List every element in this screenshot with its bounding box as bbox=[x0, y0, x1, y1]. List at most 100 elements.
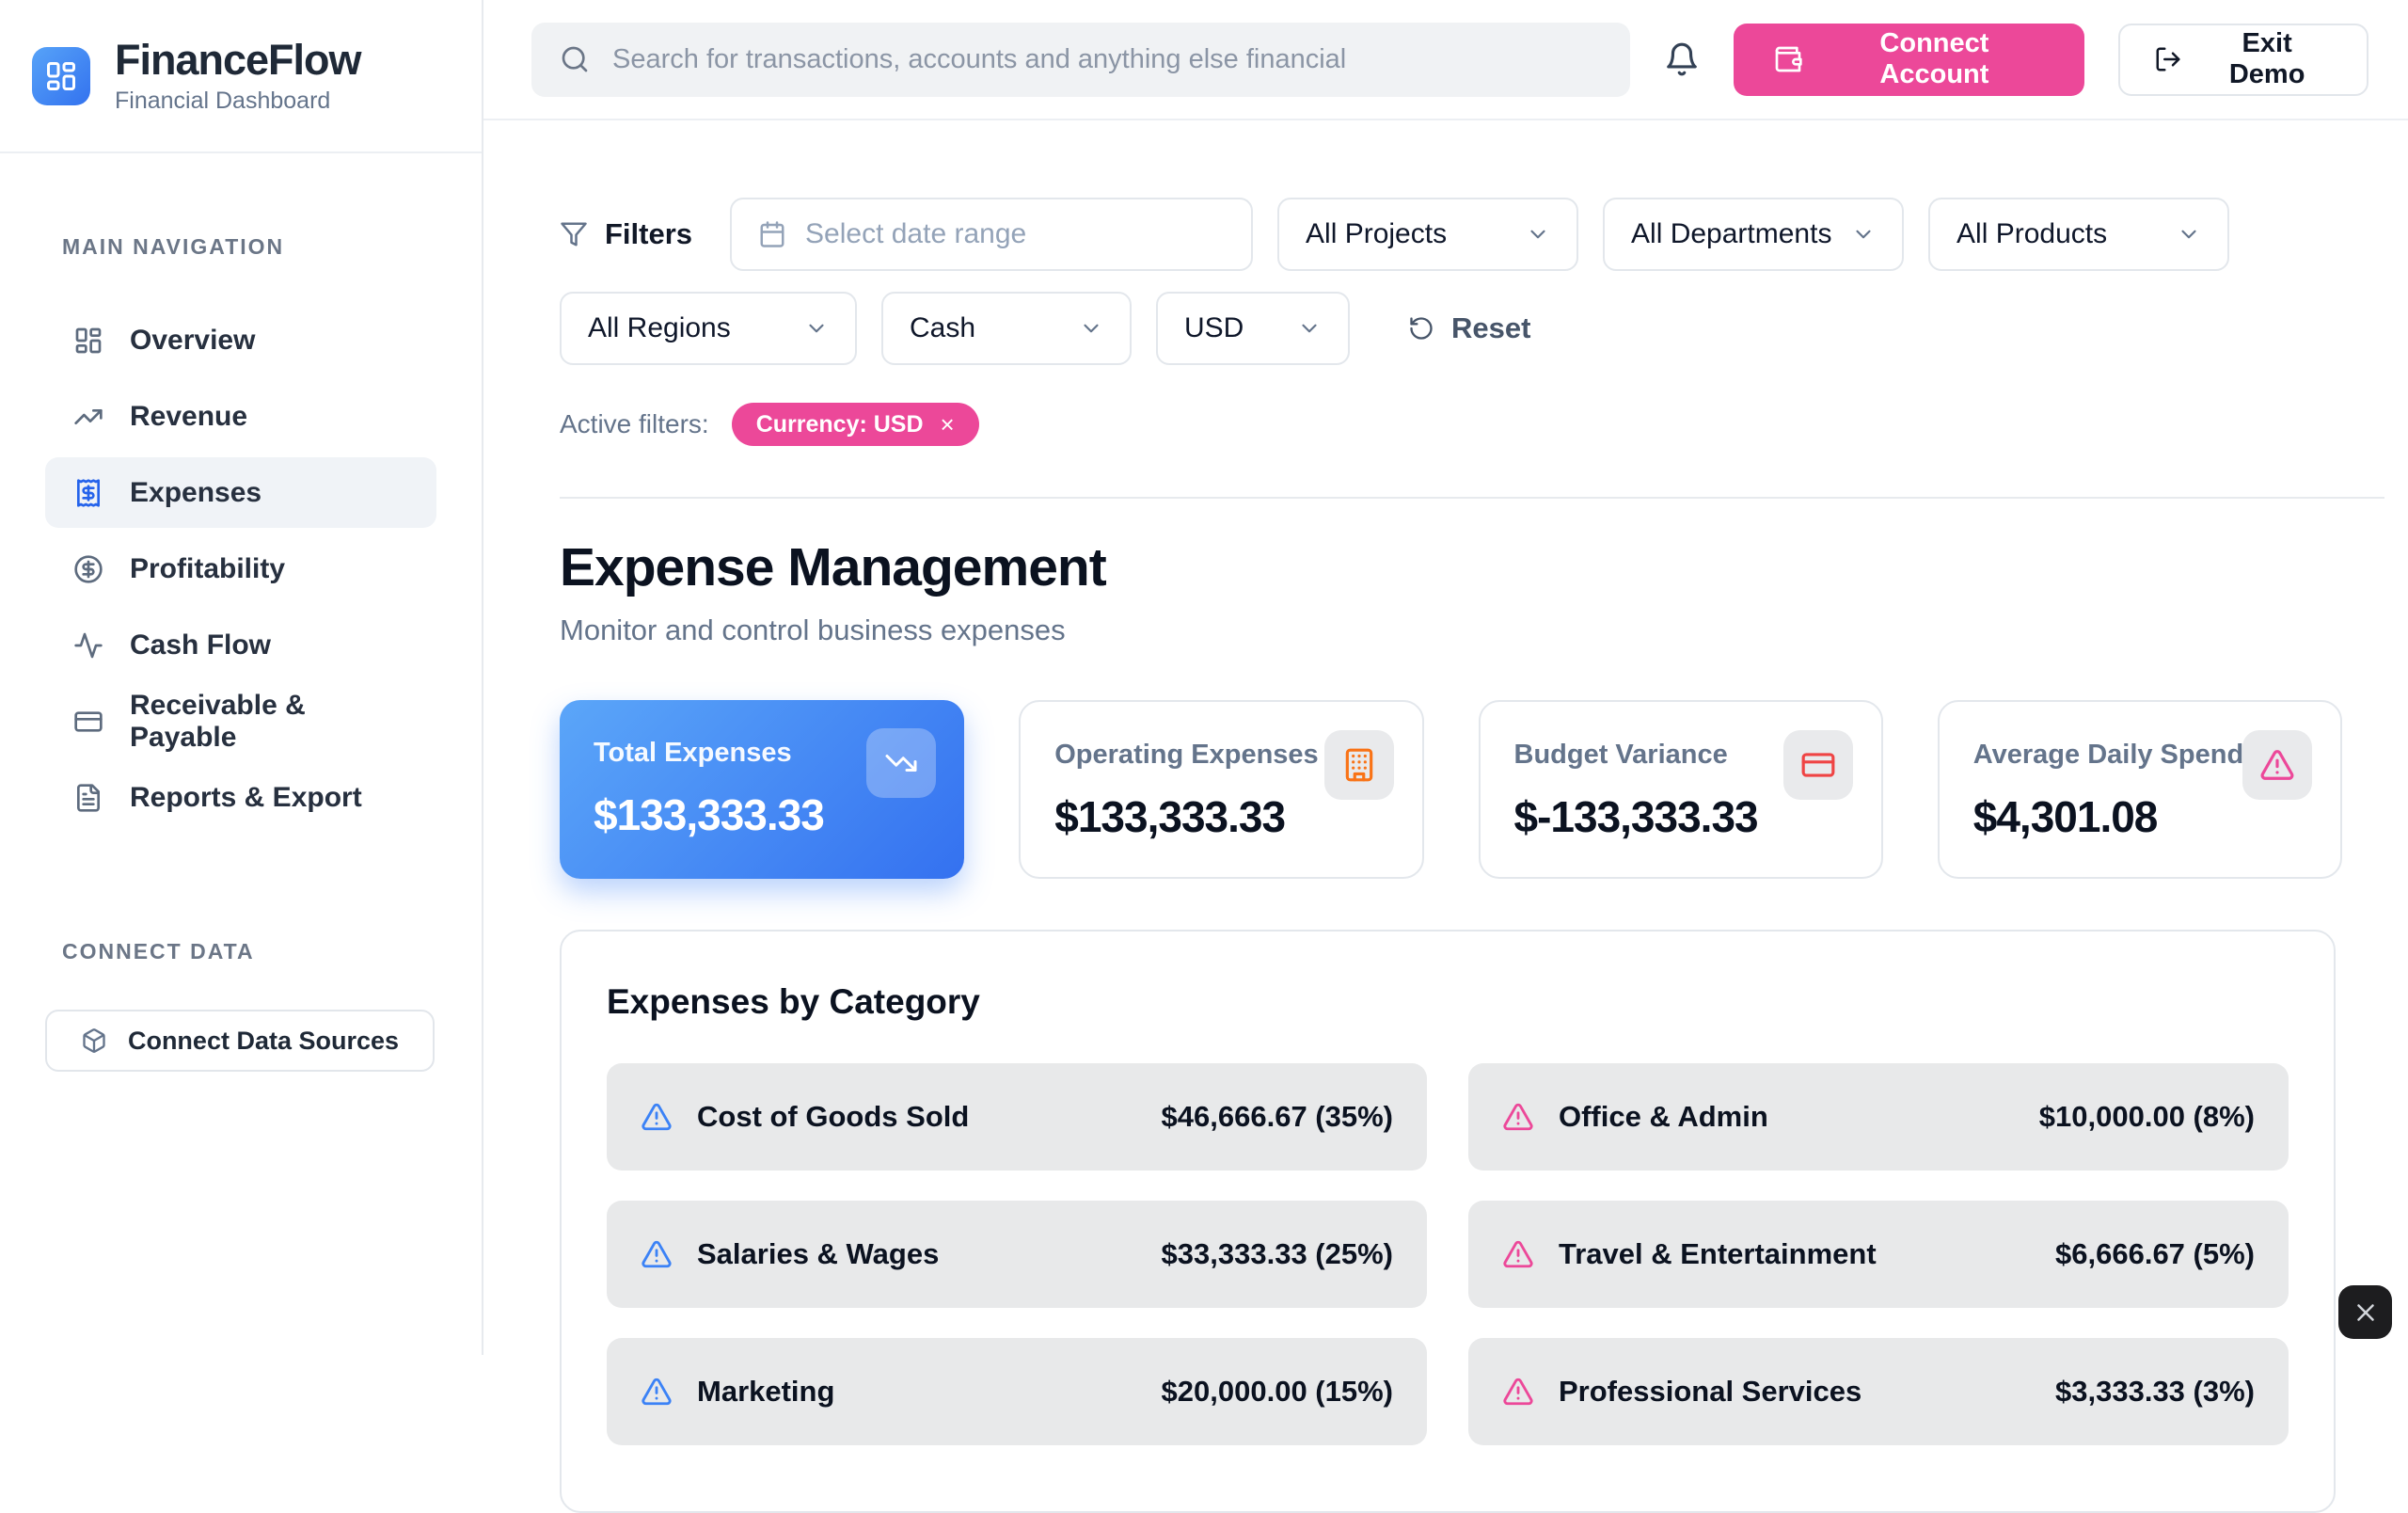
page-subtitle: Monitor and control business expenses bbox=[560, 613, 1066, 646]
main-navigation: Overview Revenue Expenses Profitability … bbox=[45, 305, 436, 833]
file-text-icon bbox=[73, 783, 103, 813]
connect-data-label: CONNECT DATA bbox=[62, 939, 255, 964]
dashboard-icon bbox=[73, 326, 103, 356]
sidebar-item-expenses[interactable]: Expenses bbox=[45, 457, 436, 528]
connect-data-sources-button[interactable]: Connect Data Sources bbox=[45, 1010, 435, 1072]
connect-account-button[interactable]: Connect Account bbox=[1733, 23, 2085, 96]
departments-select[interactable]: All Departments bbox=[1603, 198, 1905, 271]
stat-card-value: $133,333.33 bbox=[1054, 792, 1286, 841]
category-value: $6,666.67 (5%) bbox=[2055, 1237, 2255, 1270]
filters-title-label: Filters bbox=[605, 217, 693, 250]
filters-row-2: All Regions Cash USD Reset bbox=[560, 292, 2408, 365]
category-value: $20,000.00 (15%) bbox=[1161, 1375, 1393, 1408]
credit-card-icon bbox=[1782, 730, 1853, 800]
currency-select-value: USD bbox=[1184, 312, 1244, 343]
stat-card-label: Budget Variance bbox=[1513, 740, 1728, 770]
exit-demo-label: Exit Demo bbox=[2228, 28, 2305, 89]
category-value: $46,666.67 (35%) bbox=[1161, 1100, 1393, 1133]
notifications-bell-icon[interactable] bbox=[1664, 41, 1700, 77]
sidebar-item-label: Receivable & Payable bbox=[130, 689, 306, 753]
currency-select[interactable]: USD bbox=[1156, 292, 1350, 365]
category-label: Salaries & Wages bbox=[697, 1237, 940, 1270]
products-select[interactable]: All Products bbox=[1928, 198, 2230, 271]
app-tagline: Financial Dashboard bbox=[115, 87, 331, 114]
stat-card-label: Operating Expenses bbox=[1054, 740, 1319, 770]
search-icon bbox=[560, 44, 590, 74]
connect-data-sources-label: Connect Data Sources bbox=[127, 1026, 400, 1055]
stat-card-budget-variance[interactable]: Budget Variance $-133,333.33 bbox=[1478, 700, 1883, 879]
topbar: Connect Account Exit Demo bbox=[483, 0, 2408, 120]
category-row-travel-entertainment[interactable]: Travel & Entertainment $6,666.67 (5%) bbox=[1468, 1201, 2289, 1308]
logout-icon bbox=[2154, 45, 2182, 73]
filter-funnel-icon bbox=[560, 220, 588, 248]
category-label: Professional Services bbox=[1559, 1375, 1862, 1408]
stat-card-label: Average Daily Spend bbox=[1972, 740, 2244, 770]
panel-title: Expenses by Category bbox=[607, 982, 980, 1021]
sidebar-item-label: Reports & Export bbox=[130, 781, 362, 813]
regions-select[interactable]: All Regions bbox=[560, 292, 857, 365]
chevron-down-icon bbox=[804, 316, 829, 341]
chip-close-icon[interactable]: × bbox=[940, 409, 955, 438]
category-row-cost-of-goods-sold[interactable]: Cost of Goods Sold $46,666.67 (35%) bbox=[607, 1063, 1427, 1171]
circle-dollar-icon bbox=[73, 554, 103, 584]
alert-triangle-icon bbox=[641, 1376, 673, 1408]
stat-card-average-daily-spend[interactable]: Average Daily Spend $4,301.08 bbox=[1937, 700, 2342, 879]
filters-title: Filters bbox=[560, 217, 692, 251]
sidebar: FinanceFlow Financial Dashboard MAIN NAV… bbox=[0, 0, 483, 1355]
activity-icon bbox=[73, 630, 103, 661]
search-input[interactable] bbox=[612, 43, 1602, 75]
accounting-basis-value: Cash bbox=[910, 312, 976, 343]
stat-cards: Total Expenses $133,333.33 Operating Exp… bbox=[560, 700, 2342, 879]
reset-label: Reset bbox=[1451, 311, 1531, 344]
date-range-picker[interactable]: Select date range bbox=[730, 198, 1254, 271]
sidebar-item-reports-export[interactable]: Reports & Export bbox=[45, 762, 436, 833]
regions-select-value: All Regions bbox=[588, 312, 731, 343]
category-label: Office & Admin bbox=[1559, 1100, 1768, 1133]
sidebar-item-revenue[interactable]: Revenue bbox=[45, 381, 436, 452]
category-row-marketing[interactable]: Marketing $20,000.00 (15%) bbox=[607, 1338, 1427, 1445]
date-range-placeholder: Select date range bbox=[805, 218, 1027, 249]
stat-card-value: $-133,333.33 bbox=[1513, 792, 1759, 841]
receipt-icon bbox=[73, 478, 103, 508]
chevron-down-icon bbox=[2177, 222, 2201, 247]
stat-card-label: Total Expenses bbox=[594, 738, 792, 768]
exit-demo-button[interactable]: Exit Demo bbox=[2118, 23, 2368, 96]
close-overlay-button[interactable] bbox=[2338, 1285, 2392, 1339]
alert-triangle-icon bbox=[2242, 730, 2312, 800]
sidebar-item-label: Revenue bbox=[130, 400, 248, 432]
connect-account-label: Connect Account bbox=[1879, 28, 1989, 89]
close-icon bbox=[2352, 1298, 2380, 1327]
alert-triangle-icon bbox=[641, 1238, 673, 1270]
wallet-icon bbox=[1773, 44, 1803, 74]
alert-triangle-icon bbox=[1502, 1238, 1534, 1270]
sidebar-item-profitability[interactable]: Profitability bbox=[45, 534, 436, 604]
category-row-salaries-wages[interactable]: Salaries & Wages $33,333.33 (25%) bbox=[607, 1201, 1427, 1308]
stat-card-operating-expenses[interactable]: Operating Expenses $133,333.33 bbox=[1019, 700, 1424, 879]
category-list: Cost of Goods Sold $46,666.67 (35%) Offi… bbox=[607, 1063, 2289, 1445]
chevron-down-icon bbox=[1851, 222, 1876, 247]
products-select-value: All Products bbox=[1956, 218, 2108, 249]
active-filter-chip-currency[interactable]: Currency: USD × bbox=[731, 403, 979, 446]
alert-triangle-icon bbox=[1502, 1376, 1534, 1408]
stat-card-total-expenses[interactable]: Total Expenses $133,333.33 bbox=[560, 700, 965, 879]
sidebar-item-receivable-payable[interactable]: Receivable & Payable bbox=[45, 686, 436, 756]
sidebar-item-cash-flow[interactable]: Cash Flow bbox=[45, 610, 436, 680]
global-search[interactable] bbox=[531, 22, 1630, 97]
app-title: FinanceFlow bbox=[115, 36, 362, 85]
sidebar-item-label: Cash Flow bbox=[130, 629, 272, 661]
sidebar-item-overview[interactable]: Overview bbox=[45, 305, 436, 375]
active-filter-chip-label: Currency: USD bbox=[755, 410, 924, 438]
category-label: Travel & Entertainment bbox=[1559, 1237, 1877, 1270]
stat-card-value: $4,301.08 bbox=[1972, 792, 2159, 841]
projects-select[interactable]: All Projects bbox=[1277, 198, 1579, 271]
accounting-basis-select[interactable]: Cash bbox=[881, 292, 1132, 365]
category-label: Marketing bbox=[697, 1375, 835, 1408]
expenses-by-category-panel: Expenses by Category Cost of Goods Sold … bbox=[560, 930, 2336, 1513]
category-row-professional-services[interactable]: Professional Services $3,333.33 (3%) bbox=[1468, 1338, 2289, 1445]
chevron-down-icon bbox=[1297, 316, 1322, 341]
category-value: $3,333.33 (3%) bbox=[2055, 1375, 2255, 1408]
reset-filters-button[interactable]: Reset bbox=[1408, 311, 1530, 345]
category-row-office-admin[interactable]: Office & Admin $10,000.00 (8%) bbox=[1468, 1063, 2289, 1171]
active-filters-label: Active filters: bbox=[560, 409, 709, 438]
sidebar-item-label: Expenses bbox=[130, 476, 262, 508]
